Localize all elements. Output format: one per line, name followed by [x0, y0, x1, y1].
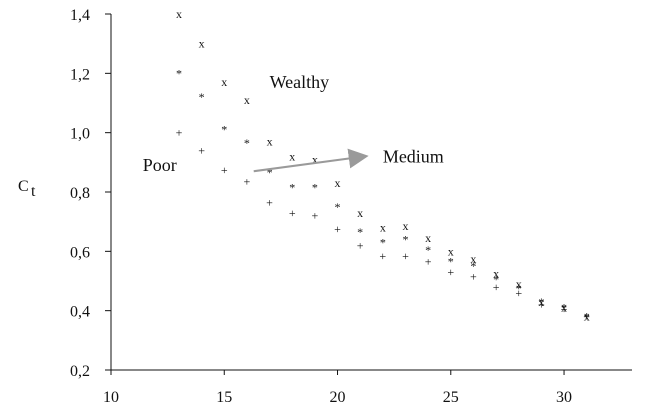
point-wealthy: x — [493, 267, 499, 281]
point-medium: * — [176, 66, 182, 80]
point-poor: + — [379, 249, 386, 263]
point-poor: + — [176, 126, 183, 140]
point-wealthy: x — [561, 301, 567, 315]
point-wealthy: x — [312, 152, 318, 166]
point-wealthy: x — [402, 219, 408, 233]
point-poor: + — [334, 222, 341, 236]
point-poor: + — [402, 249, 409, 263]
series-poor-points: + + + + + + + + + + + + + + + + + + + — [176, 126, 591, 324]
point-poor: + — [311, 209, 318, 223]
point-medium: * — [380, 235, 386, 249]
x-ticks-layer: 10 15 20 25 30 — [103, 370, 572, 406]
point-medium: * — [402, 232, 408, 246]
annotation-poor: Poor — [143, 155, 177, 175]
point-wealthy: x — [425, 231, 431, 245]
point-poor: + — [289, 206, 296, 220]
y-axis-label-group: C t — [18, 178, 36, 200]
point-medium: * — [335, 200, 341, 214]
point-poor: + — [583, 310, 590, 324]
point-wealthy: x — [516, 277, 522, 291]
point-poor: + — [493, 280, 500, 294]
x-tick-label: 10 — [103, 389, 119, 406]
point-medium: * — [425, 243, 431, 257]
point-medium: * — [448, 255, 454, 269]
point-wealthy: x — [335, 176, 341, 190]
x-tick-label: 15 — [216, 389, 232, 406]
point-wealthy: x — [221, 75, 227, 89]
medium-arrow — [253, 148, 369, 173]
x-tick-label: 25 — [443, 389, 459, 406]
point-medium: * — [516, 281, 522, 295]
point-wealthy: x — [176, 7, 182, 21]
y-axis-label: C — [18, 178, 29, 195]
x-tick-label: 20 — [330, 389, 346, 406]
point-poor: + — [515, 286, 522, 300]
point-wealthy: x — [244, 93, 250, 107]
point-medium: * — [584, 310, 590, 324]
y-tick-label: 0,2 — [70, 363, 90, 380]
point-medium: * — [538, 295, 544, 309]
point-wealthy: x — [470, 252, 476, 266]
point-medium: * — [289, 181, 295, 195]
series-wealthy-points: x x x x x x x x x x x x x x x x x x x — [176, 7, 590, 324]
point-medium: * — [561, 301, 567, 315]
y-tick-label: 1,0 — [70, 126, 90, 143]
point-poor: + — [561, 302, 568, 316]
point-poor: + — [221, 163, 228, 177]
annotation-layer: Wealthy Poor Medium — [143, 72, 444, 175]
point-medium: * — [493, 273, 499, 287]
point-wealthy: x — [199, 37, 205, 51]
point-medium: * — [357, 225, 363, 239]
point-medium: * — [221, 123, 227, 137]
point-wealthy: x — [289, 149, 295, 163]
point-poor: + — [244, 175, 251, 189]
point-medium: * — [312, 181, 318, 195]
y-tick-label: 1,4 — [70, 7, 90, 24]
point-wealthy: x — [448, 244, 454, 258]
x-tick-label: 30 — [556, 389, 572, 406]
point-poor: + — [357, 238, 364, 252]
y-tick-label: 0,6 — [70, 244, 90, 261]
axes-layer — [110, 14, 632, 371]
point-poor: + — [425, 255, 432, 269]
point-poor: + — [447, 265, 454, 279]
point-wealthy: x — [584, 310, 590, 324]
point-wealthy: x — [267, 135, 273, 149]
annotation-medium: Medium — [383, 146, 444, 166]
point-medium: * — [267, 166, 273, 180]
point-wealthy: x — [380, 221, 386, 235]
point-medium: * — [199, 90, 205, 104]
annotation-wealthy: Wealthy — [270, 72, 330, 92]
point-medium: * — [470, 259, 476, 273]
series-medium-points: * * * * * * * * * * * * * * * * * * * — [176, 66, 590, 323]
point-poor: + — [266, 195, 273, 209]
y-tick-label: 0,8 — [70, 185, 90, 202]
point-wealthy: x — [538, 295, 544, 309]
y-axis-label-subscript: t — [31, 183, 36, 200]
y-tick-label: 1,2 — [70, 66, 90, 83]
point-poor: + — [198, 143, 205, 157]
y-tick-label: 0,4 — [70, 304, 90, 321]
point-medium: * — [244, 136, 250, 150]
point-poor: + — [538, 298, 545, 312]
y-ticks-layer: 0,2 0,4 0,6 0,8 1,0 1,2 1,4 — [70, 7, 111, 380]
point-wealthy: x — [357, 206, 363, 220]
point-poor: + — [470, 270, 477, 284]
